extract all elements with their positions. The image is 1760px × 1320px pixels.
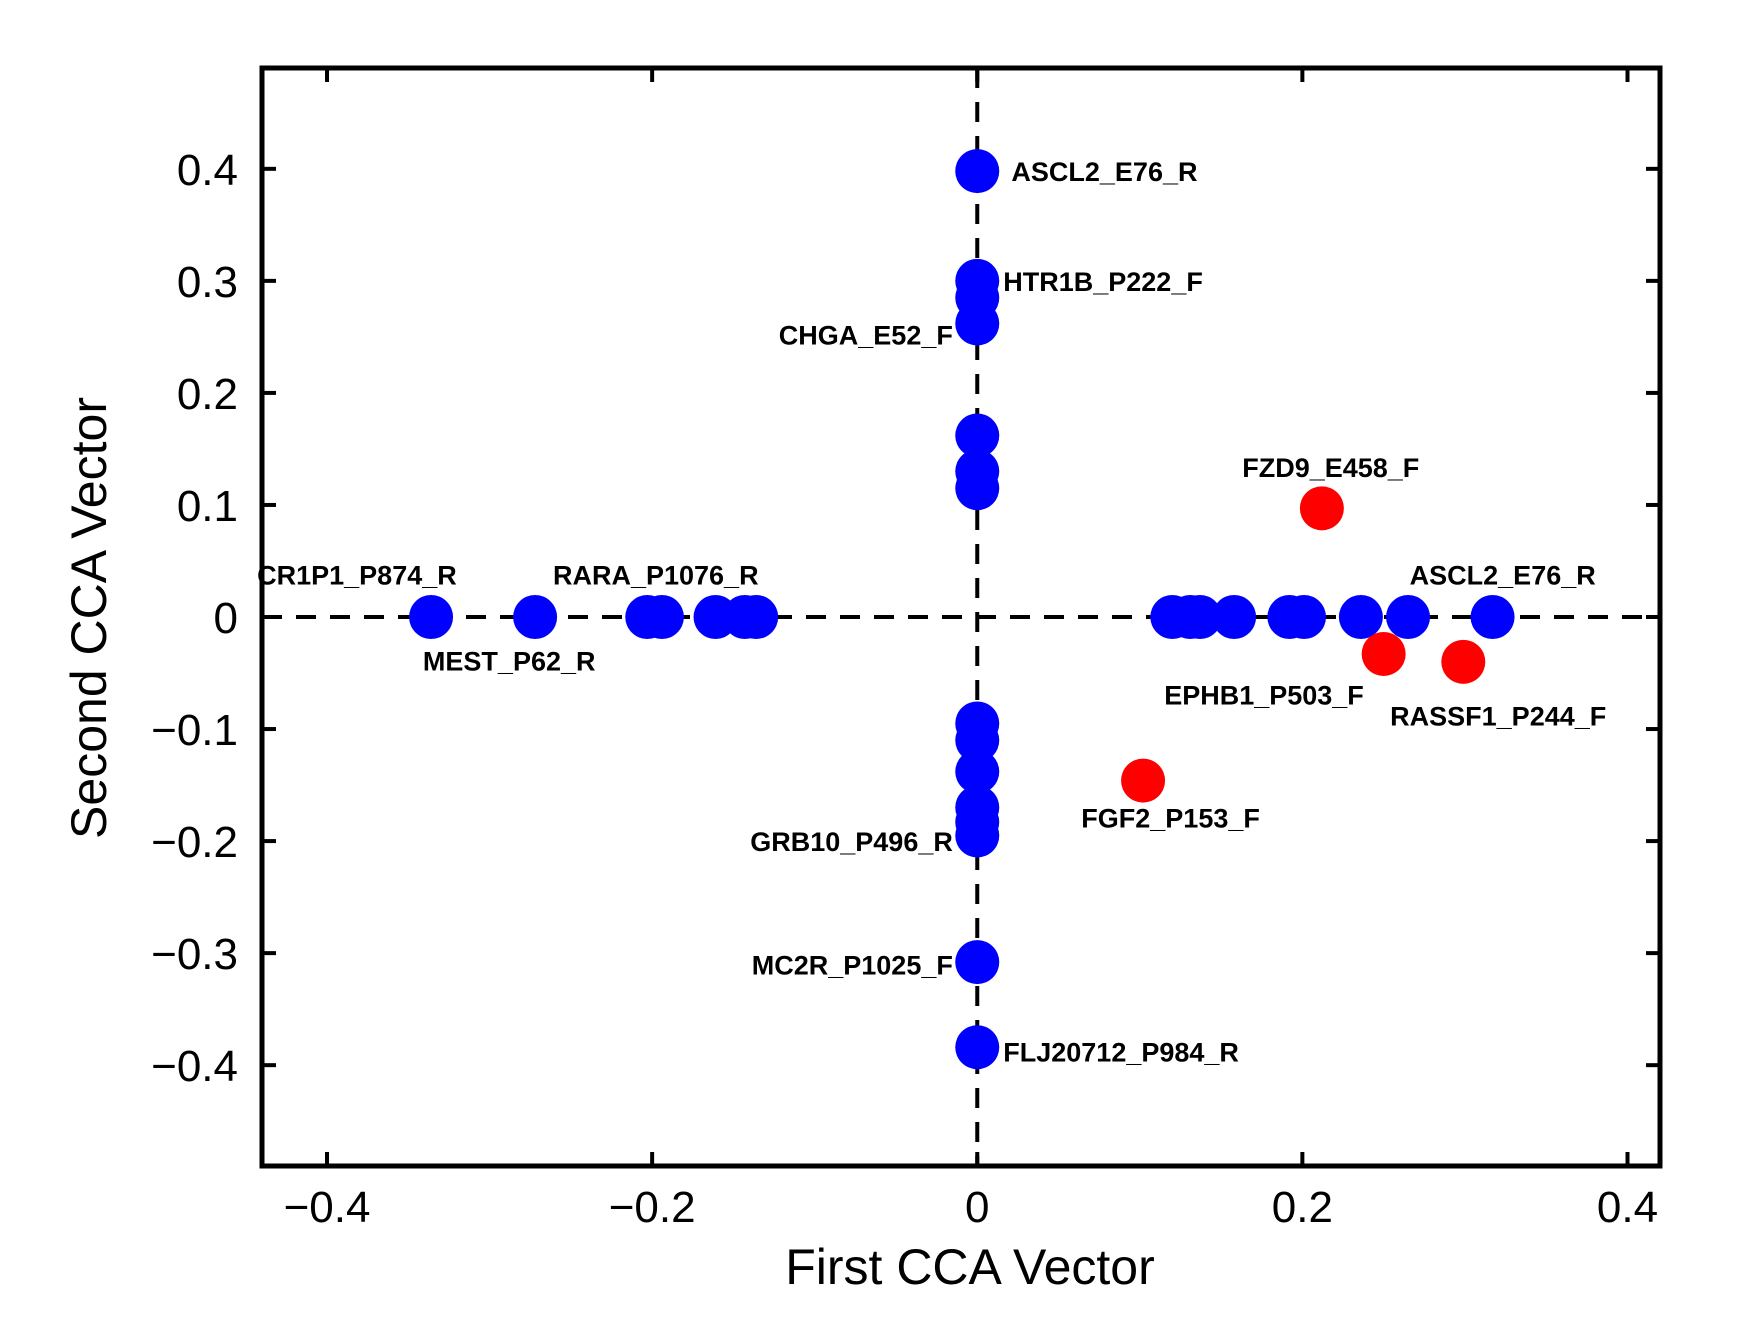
point-label: MC2R_P1025_F bbox=[752, 950, 953, 980]
blue-data-point bbox=[955, 413, 1000, 458]
blue-data-point bbox=[639, 595, 684, 639]
blue-data-point bbox=[1212, 595, 1257, 639]
plot-layer: −0.4 −0.2 0 0.2 0.4 0.4 0.3 0.2 0.1 0 −0.1 −0.2 −0.3… bbox=[151, 65, 1663, 1232]
y-tick-label: 0.1 bbox=[177, 482, 238, 531]
x-tick-label: 0 bbox=[965, 1183, 989, 1232]
blue-data-point bbox=[1386, 595, 1431, 639]
red-data-point bbox=[1299, 486, 1344, 531]
point-label: CHGA_E52_F bbox=[779, 321, 953, 351]
y-axis-title: Second CCA Vector bbox=[61, 397, 117, 839]
point-label: ASCL2_E76_R bbox=[1011, 157, 1197, 187]
red-data-point bbox=[1121, 758, 1166, 803]
y-tick-label: −0.4 bbox=[151, 1042, 238, 1091]
y-tick-label: 0 bbox=[214, 594, 238, 643]
blue-data-point bbox=[955, 749, 1000, 794]
blue-data-point bbox=[955, 1025, 1000, 1070]
point-label: ASCL2_E76_R bbox=[1410, 560, 1596, 590]
x-axis-title: First CCA Vector bbox=[785, 1239, 1155, 1295]
blue-data-point bbox=[955, 466, 1000, 511]
blue-data-point bbox=[1281, 595, 1326, 639]
blue-data-point bbox=[955, 301, 1000, 346]
x-tick-label: 0.2 bbox=[1272, 1183, 1333, 1232]
point-label: HTR1B_P222_F bbox=[1003, 267, 1203, 297]
point-label: FZD9_E458_F bbox=[1242, 453, 1419, 483]
y-tick-label: −0.3 bbox=[151, 930, 238, 979]
red-data-point bbox=[1441, 639, 1486, 684]
point-label: FGF2_P153_F bbox=[1081, 804, 1260, 834]
blue-data-point bbox=[513, 595, 558, 639]
plot-frame bbox=[259, 65, 1663, 1169]
point-label: CR1P1_P874_R bbox=[257, 560, 457, 590]
point-label: RARA_P1076_R bbox=[553, 560, 759, 590]
blue-data-point bbox=[955, 813, 1000, 858]
blue-data-point bbox=[734, 595, 779, 639]
x-tick-label: −0.4 bbox=[284, 1183, 371, 1232]
point-label: MEST_P62_R bbox=[423, 647, 596, 677]
blue-data-point bbox=[1177, 595, 1222, 639]
point-label: EPHB1_P503_F bbox=[1164, 680, 1364, 710]
point-label: GRB10_P496_R bbox=[750, 827, 953, 857]
y-tick-label: −0.1 bbox=[151, 706, 238, 755]
y-tick-label: −0.2 bbox=[151, 818, 238, 867]
x-tick-label: 0.4 bbox=[1597, 1183, 1658, 1232]
y-tick-label: 0.2 bbox=[177, 370, 238, 419]
y-tick-label: 0.4 bbox=[177, 146, 238, 195]
blue-data-point bbox=[955, 149, 1000, 194]
blue-data-point bbox=[1470, 595, 1515, 639]
point-label: RASSF1_P244_F bbox=[1390, 702, 1606, 732]
y-tick-label: 0.3 bbox=[177, 258, 238, 307]
blue-data-point bbox=[409, 595, 454, 639]
blue-data-point bbox=[1338, 595, 1383, 639]
x-tick-label: −0.2 bbox=[609, 1183, 696, 1232]
point-label: FLJ20712_P984_R bbox=[1003, 1038, 1239, 1068]
blue-data-point bbox=[955, 718, 1000, 763]
red-data-point bbox=[1361, 631, 1406, 676]
blue-data-point bbox=[955, 940, 1000, 985]
